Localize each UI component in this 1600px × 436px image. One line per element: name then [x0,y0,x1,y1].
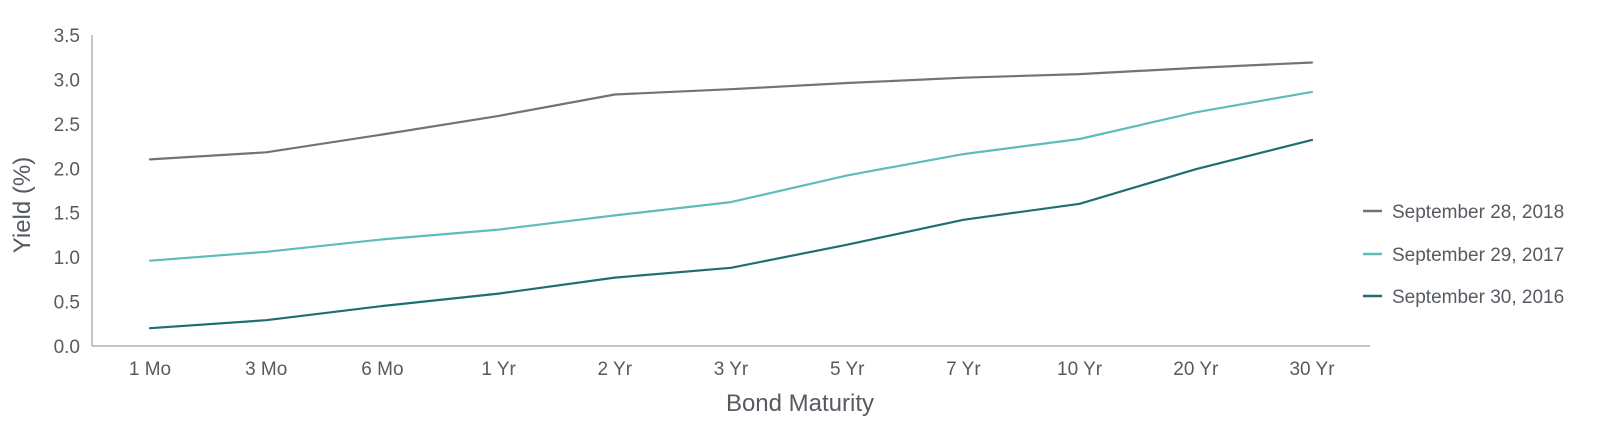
series-line [148,61,1314,161]
series-lines [148,61,1314,330]
legend-label: September 30, 2016 [1392,287,1564,308]
y-tick-label: 3.0 [54,70,80,91]
series-line [148,138,1314,330]
x-tick-label: 20 Yr [1173,359,1219,380]
y-axis-title: Yield (%) [9,157,36,253]
x-tick-label: 6 Mo [361,359,403,380]
x-tick-label: 1 Mo [129,359,171,380]
y-tick-label: 3.5 [54,26,80,47]
x-tick-label: 10 Yr [1057,359,1103,380]
y-tick-label: 2.5 [54,115,80,136]
y-tick-label: 1.5 [54,204,80,225]
x-axis: 1 Mo 3 Mo 6 Mo 1 Yr 2 Yr 3 Yr 5 Yr 7 Yr 10 Yr 20 … [92,345,1370,380]
legend-label: September 28, 2018 [1392,202,1564,223]
y-tick-label: 0.0 [54,337,80,358]
x-axis-title: Bond Maturity [726,390,874,417]
x-tick-label: 3 Yr [714,359,749,380]
y-tick-label: 2.0 [54,159,80,180]
x-tick-label: 3 Mo [245,359,287,380]
x-tick-label: 2 Yr [598,359,633,380]
x-tick-label: 5 Yr [830,359,865,380]
x-tick-label: 1 Yr [481,359,516,380]
y-axis: 0.0 0.5 1.0 1.5 2.0 2.5 3.0 3.5 [54,26,93,358]
legend-label: September 29, 2017 [1392,245,1564,266]
y-tick-label: 1.0 [54,248,80,269]
series-line [148,90,1314,262]
y-tick-label: 0.5 [54,293,80,314]
x-tick-label: 30 Yr [1289,359,1335,380]
legend: September 28, 2018 September 29, 2017 Sept… [1363,202,1564,308]
x-tick-label: 7 Yr [946,359,981,380]
